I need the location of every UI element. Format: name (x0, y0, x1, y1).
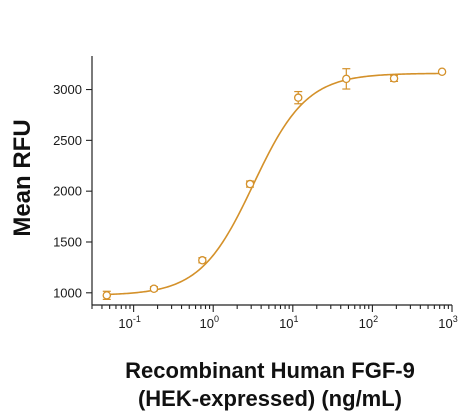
x-tick-label: 103 (438, 314, 457, 331)
data-point (389, 74, 399, 83)
x-tick-label: 101 (279, 314, 298, 331)
x-tick-label: 102 (359, 314, 378, 331)
data-point (102, 291, 112, 300)
x-tick-label: 100 (199, 314, 218, 331)
x-axis-title-line2: (HEK-expressed) (ng/mL) (138, 386, 402, 411)
y-ticks: 1000 1500 2000 2500 3000 (53, 82, 92, 300)
data-point (437, 67, 447, 77)
data-point (293, 93, 303, 102)
x-axis-title-line1: Recombinant Human FGF-9 (125, 358, 415, 383)
y-tick-label: 2500 (53, 133, 82, 148)
x-tick-label: 10-1 (118, 314, 140, 331)
fit-curve (106, 72, 443, 296)
y-tick-label: 1500 (53, 234, 82, 249)
data-point (198, 256, 207, 265)
data-point (245, 179, 255, 189)
y-tick-label: 3000 (53, 82, 82, 97)
data-point (342, 74, 351, 84)
axes (91, 56, 452, 306)
data-point (149, 284, 159, 293)
y-tick-label: 1000 (53, 285, 82, 300)
x-ticks: 10-1 100 101 102 103 (91, 305, 458, 331)
y-tick-label: 2000 (53, 184, 82, 199)
y-axis-title: Mean RFU (9, 119, 36, 236)
plot-area (102, 67, 447, 301)
